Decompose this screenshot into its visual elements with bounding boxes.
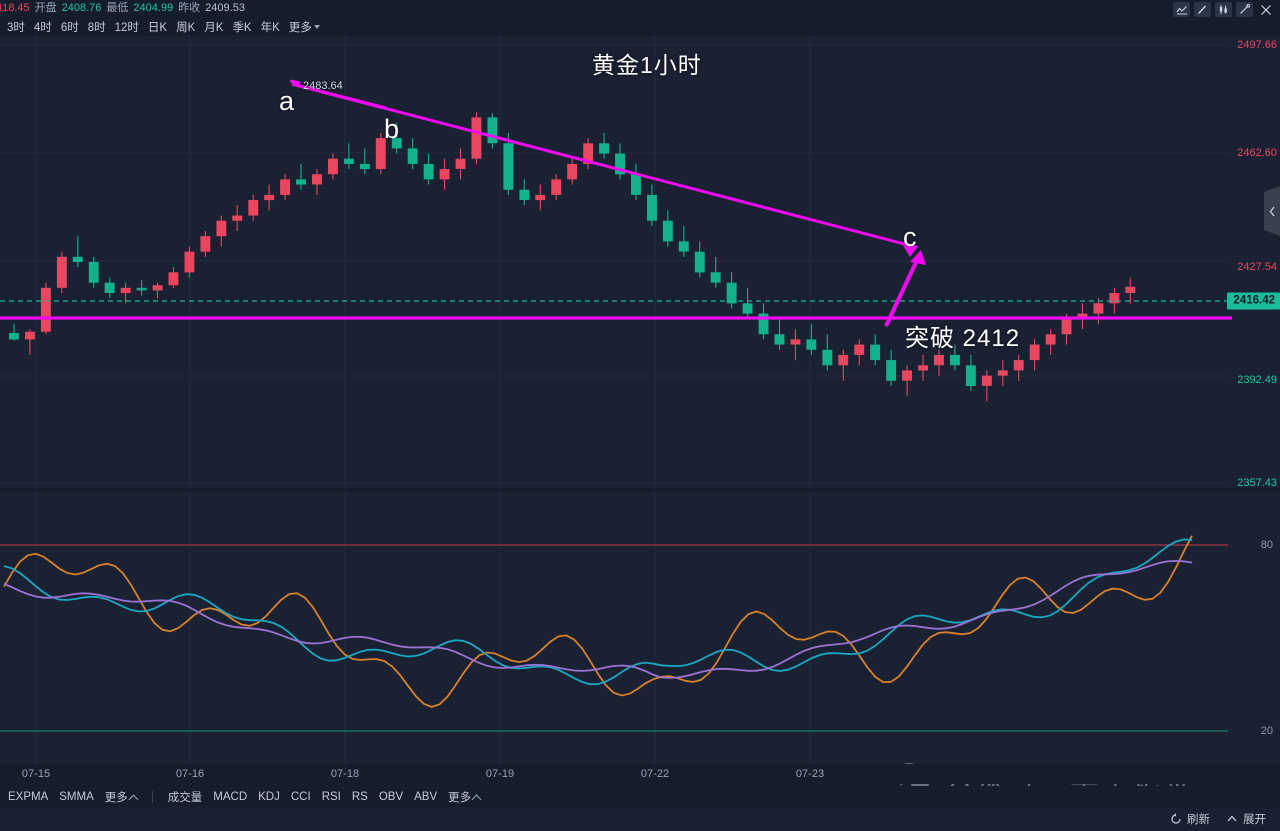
- chevron-up-icon: [128, 794, 139, 804]
- indicator-rsi[interactable]: RSI: [321, 790, 341, 803]
- timeframe-more-label: 更多: [288, 22, 312, 34]
- gridlines: [0, 44, 1228, 484]
- indicator-kdj[interactable]: KDJ: [258, 790, 280, 803]
- close-icon[interactable]: [1257, 2, 1274, 17]
- time-tick-1: 07-16: [175, 768, 205, 780]
- indicator-toolbar: EXPMA SMMA 更多 成交量 MACD KDJ CCI RSI RS OB…: [0, 786, 1280, 807]
- open-label: 开盘: [34, 2, 57, 14]
- chevron-down-icon: [313, 25, 320, 29]
- timeframe-8h[interactable]: 8时: [87, 22, 106, 34]
- indicator-cci[interactable]: CCI: [290, 790, 311, 803]
- vertical-gridlines: [35, 36, 811, 488]
- c-arrow-head: [901, 242, 918, 257]
- main-chart-canvas: [0, 36, 1232, 488]
- candlestick-series: [9, 112, 1136, 402]
- open-value: 2408.76: [61, 2, 102, 14]
- time-tick-2: 07-18: [330, 768, 360, 780]
- time-tick-0: 07-15: [21, 768, 51, 780]
- price-tick-0: 2497.66: [1237, 39, 1277, 51]
- timeframe-3h[interactable]: 3时: [7, 22, 25, 34]
- prev-close-value: 2409.53: [205, 2, 245, 14]
- timeframe-12h[interactable]: 12时: [114, 22, 139, 34]
- price-tick-3: 2392.49: [1237, 374, 1277, 386]
- breakout-annotation: 突破 2412: [905, 325, 1021, 352]
- indicator-macd[interactable]: MACD: [213, 790, 248, 803]
- timeframe-quarter[interactable]: 季K: [232, 22, 252, 34]
- sub-vertical-gridlines: [35, 492, 811, 764]
- osc-tick-80: 80: [1260, 539, 1273, 551]
- low-value: 2404.99: [133, 2, 174, 14]
- oscillator-line-j: [3, 535, 1193, 708]
- expand-label: 展开: [1243, 814, 1266, 826]
- candlestick-icon[interactable]: [1215, 2, 1232, 17]
- main-indicator-more-button[interactable]: 更多: [104, 789, 139, 805]
- timeframe-bar: 3时 4时 6时 8时 12时 日K 周K 月K 季K 年K 更多: [0, 18, 1280, 36]
- main-indicator-more-label: 更多: [104, 791, 128, 804]
- refresh-button[interactable]: 刷新: [1170, 811, 1210, 827]
- price-tick-1: 2462.60: [1237, 147, 1277, 159]
- indicator-expma[interactable]: EXPMA: [8, 790, 49, 803]
- refresh-icon: [1171, 813, 1181, 824]
- timeframe-day[interactable]: 日K: [147, 22, 168, 34]
- oscillator-pane[interactable]: [0, 492, 1280, 764]
- wave-label-a: a: [279, 86, 295, 116]
- draw-pencil-icon[interactable]: [1194, 2, 1211, 17]
- time-tick-5: 07-23: [795, 768, 825, 780]
- trendline-a-to-c: [291, 82, 913, 248]
- last-price: 418.45: [0, 2, 30, 14]
- sub-indicator-more-label: 更多: [448, 791, 472, 804]
- timeframe-week[interactable]: 周K: [176, 22, 196, 34]
- status-bar: 刷新 展开: [0, 807, 1280, 831]
- timeframe-4h[interactable]: 4时: [33, 22, 52, 34]
- chevron-left-icon: [1269, 206, 1275, 216]
- crosshair-pointer-icon[interactable]: [1236, 2, 1253, 17]
- indicator-volume[interactable]: 成交量: [167, 791, 203, 804]
- oscillator-line-k: [3, 538, 1193, 686]
- pane-divider: [0, 488, 1280, 492]
- timeframe-6h[interactable]: 6时: [60, 22, 79, 34]
- main-chart-pane[interactable]: a b c 2483.64 黄金1小时 突破 2412: [0, 36, 1280, 488]
- quote-bar: 418.45 开盘 2408.76 最低 2404.99 昨收 2409.53: [0, 0, 1280, 17]
- swing-high-tick: [289, 79, 301, 85]
- price-tick-2: 2427.54: [1237, 261, 1277, 273]
- time-tick-3: 07-19: [485, 768, 515, 780]
- indicator-obv[interactable]: OBV: [378, 790, 404, 803]
- oscillator-canvas: [0, 492, 1228, 764]
- time-tick-4: 07-22: [640, 768, 670, 780]
- breakout-arrow: [884, 250, 926, 327]
- price-tick-4: 2357.43: [1237, 477, 1277, 489]
- chevron-up-expand-icon: [1227, 815, 1237, 822]
- timeframe-more-button[interactable]: 更多: [289, 19, 320, 35]
- low-label: 最低: [106, 2, 129, 14]
- indicator-smma[interactable]: SMMA: [59, 790, 94, 803]
- price-axis[interactable]: 2497.66 2462.60 2427.54 2416.42 2392.49 …: [1226, 36, 1280, 489]
- timeframe-year[interactable]: 年K: [260, 22, 280, 34]
- chart-tool-icons: [1173, 2, 1274, 17]
- time-axis: 07-15 07-16 07-18 07-19 07-22 07-23: [0, 764, 1280, 784]
- swing-high-price-tag: 2483.64: [303, 80, 343, 92]
- expand-button[interactable]: 展开: [1226, 811, 1266, 827]
- wave-label-b: b: [384, 114, 400, 144]
- panel-collapse-handle[interactable]: [1264, 186, 1280, 236]
- chart-title-annotation: 黄金1小时: [592, 52, 702, 78]
- osc-tick-20: 20: [1260, 725, 1273, 737]
- oscillator-axis: 80 20: [1226, 492, 1280, 764]
- refresh-label: 刷新: [1187, 814, 1210, 826]
- indicator-abv[interactable]: ABV: [414, 790, 438, 803]
- toolbar-divider: [151, 790, 153, 803]
- indicator-icon[interactable]: [1173, 2, 1190, 17]
- current-price-badge: 2416.42: [1227, 292, 1280, 310]
- sub-indicator-more-button[interactable]: 更多: [448, 789, 482, 805]
- indicator-rs[interactable]: RS: [351, 790, 368, 803]
- prev-close-label: 昨收: [178, 2, 201, 14]
- wave-label-c: c: [903, 222, 917, 252]
- oscillator-line-d: [3, 559, 1193, 679]
- timeframe-month[interactable]: 月K: [204, 22, 224, 34]
- chevron-up-icon-2: [471, 794, 482, 804]
